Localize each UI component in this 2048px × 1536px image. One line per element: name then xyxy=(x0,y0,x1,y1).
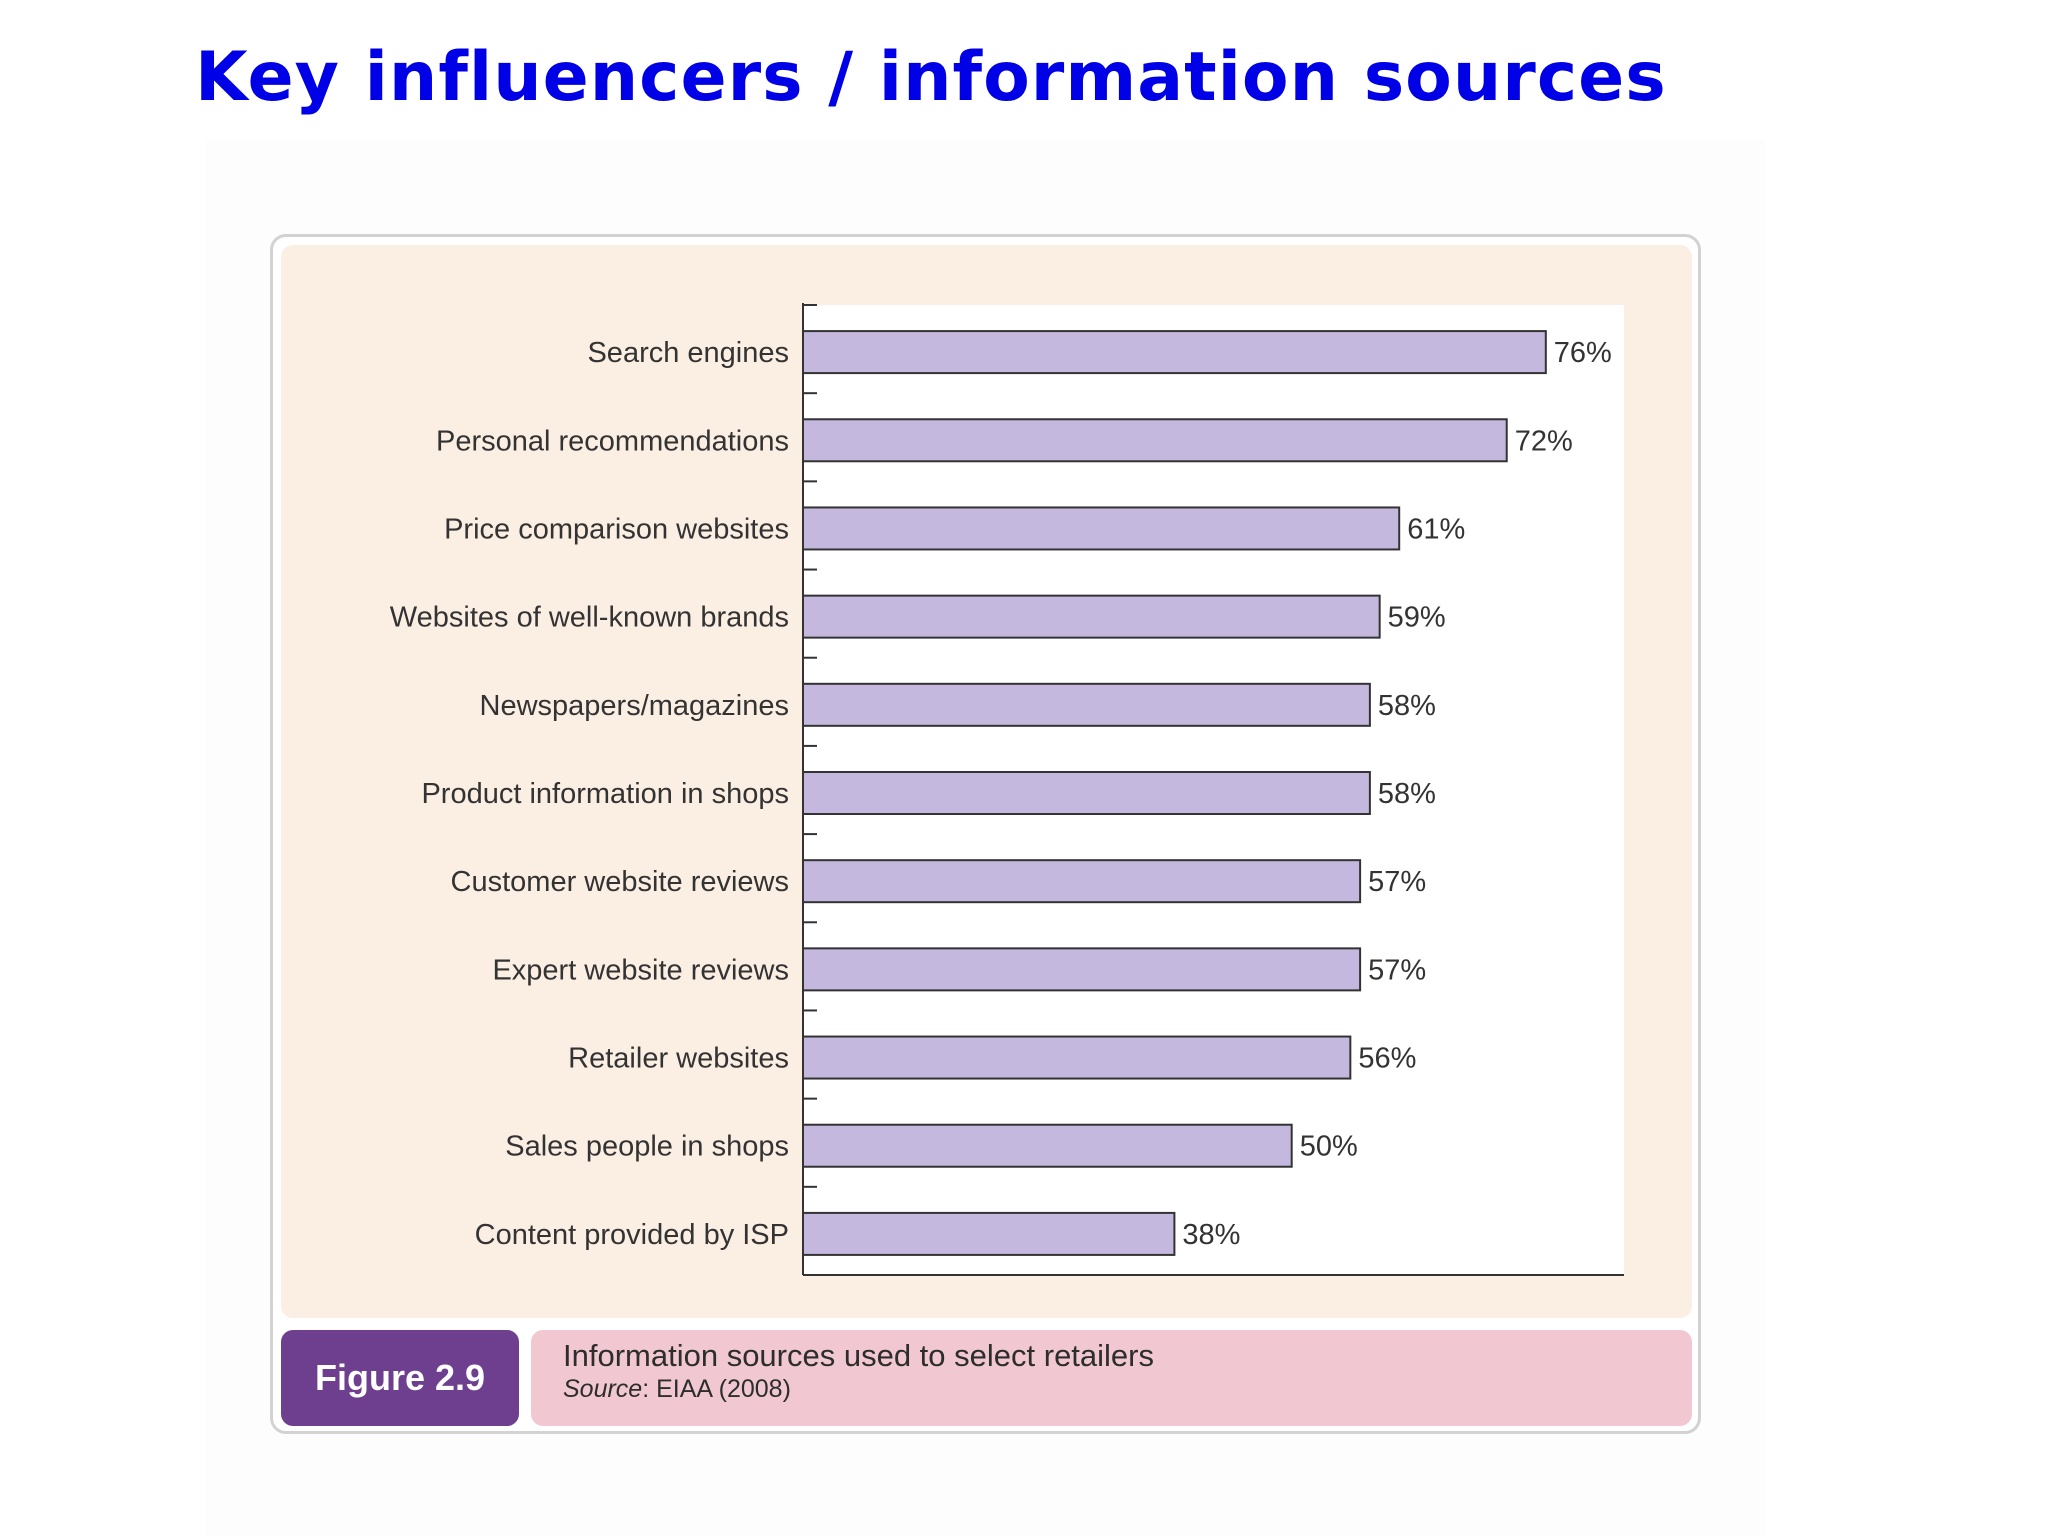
slide-title: Key influencers / information sources xyxy=(195,38,1667,117)
bar xyxy=(802,947,1362,992)
value-label: 50% xyxy=(1300,1131,1358,1163)
figure-frame: Search engines 76% Personal recommendation… xyxy=(270,234,1701,1434)
category-label: Price comparison websites xyxy=(444,513,789,545)
bar xyxy=(802,1035,1352,1080)
value-label: 72% xyxy=(1515,425,1573,457)
category-label: Customer website reviews xyxy=(451,866,789,898)
bar xyxy=(802,859,1362,904)
value-label: 56% xyxy=(1358,1043,1416,1075)
value-label: 57% xyxy=(1368,866,1426,898)
figure-label-badge: Figure 2.9 xyxy=(281,1330,519,1426)
category-label: Newspapers/magazines xyxy=(480,690,789,722)
figure-source-text: : EIAA (2008) xyxy=(642,1375,791,1403)
bar xyxy=(802,330,1547,375)
category-label: Sales people in shops xyxy=(505,1131,789,1163)
value-label: 59% xyxy=(1388,602,1446,634)
category-label: Retailer websites xyxy=(568,1043,789,1075)
value-label: 76% xyxy=(1554,337,1612,369)
figure-source: Source: EIAA (2008) xyxy=(563,1374,1692,1404)
category-label: Personal recommendations xyxy=(436,425,789,457)
figure-caption-box: Information sources used to select retai… xyxy=(531,1330,1692,1426)
bar xyxy=(802,1123,1293,1168)
figure-source-label: Source xyxy=(563,1375,643,1403)
category-label: Product information in shops xyxy=(421,778,789,810)
value-label: 58% xyxy=(1378,690,1436,722)
bar xyxy=(802,682,1371,727)
figure-caption: Information sources used to select retai… xyxy=(563,1338,1154,1373)
value-label: 38% xyxy=(1182,1219,1240,1251)
category-label: Search engines xyxy=(587,337,789,369)
category-label: Websites of well-known brands xyxy=(390,602,789,634)
bar xyxy=(802,594,1381,639)
bar xyxy=(802,1211,1176,1256)
category-label: Content provided by ISP xyxy=(475,1219,789,1251)
value-label: 61% xyxy=(1407,513,1465,545)
value-label: 57% xyxy=(1368,954,1426,986)
chart-panel: Search engines 76% Personal recommendation… xyxy=(281,245,1692,1318)
value-label: 58% xyxy=(1378,778,1436,810)
bar xyxy=(802,506,1401,551)
category-label: Expert website reviews xyxy=(492,954,789,986)
bar-chart: Search engines 76% Personal recommendation… xyxy=(390,303,1624,1276)
bar xyxy=(802,771,1371,815)
bar xyxy=(802,418,1508,463)
